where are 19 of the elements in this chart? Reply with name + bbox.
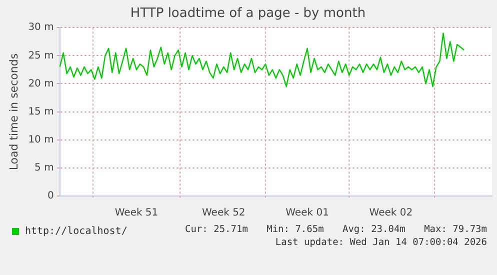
y-tick-label: 0 xyxy=(47,190,54,202)
y-axis-title: Load time in seconds xyxy=(7,53,20,170)
x-tick-label: Week 02 xyxy=(369,208,413,219)
y-tick-label: 10 m xyxy=(28,134,54,146)
y-tick-label: 15 m xyxy=(28,106,54,118)
legend-label: http://localhost/ xyxy=(25,226,128,237)
y-tick-label: 30 m xyxy=(28,22,54,34)
chart-title: HTTP loadtime of a page - by month xyxy=(130,6,366,22)
x-tick-label: Week 51 xyxy=(114,208,158,219)
text: Last update: Wed Jan 14 07:00:04 2026 xyxy=(274,237,487,248)
x-tick-label: Week 01 xyxy=(286,208,329,219)
text: Max: 79.73m xyxy=(424,224,487,235)
y-tick-label: 25 m xyxy=(28,50,54,62)
x-tick-label: Week 52 xyxy=(202,208,246,219)
text: Min: 7.65m xyxy=(266,224,324,235)
text: Cur: 25.71m xyxy=(185,224,248,235)
y-tick-label: 20 m xyxy=(28,78,54,90)
text: Avg: 23.04m xyxy=(342,224,406,235)
y-tick-label: 5 m xyxy=(34,162,54,174)
